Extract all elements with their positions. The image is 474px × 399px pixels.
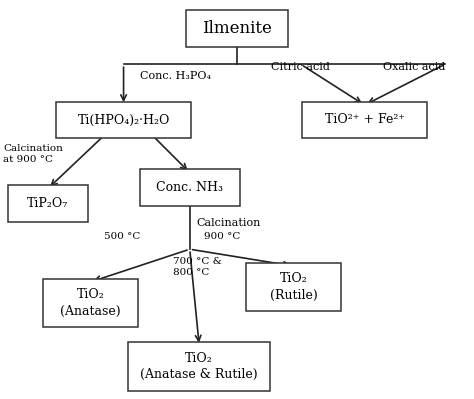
- FancyBboxPatch shape: [8, 186, 88, 221]
- FancyBboxPatch shape: [246, 263, 341, 311]
- Text: 900 °C: 900 °C: [204, 232, 240, 241]
- FancyBboxPatch shape: [140, 170, 239, 205]
- Text: TiO₂
(Rutile): TiO₂ (Rutile): [270, 272, 318, 302]
- Text: Conc. NH₃: Conc. NH₃: [156, 181, 223, 194]
- Text: TiO₂
(Anatase): TiO₂ (Anatase): [60, 288, 121, 318]
- Text: Oxalic acid: Oxalic acid: [383, 62, 445, 72]
- Text: Citric acid: Citric acid: [271, 62, 330, 72]
- Text: TiP₂O₇: TiP₂O₇: [27, 197, 69, 210]
- Text: Conc. H₃PO₄: Conc. H₃PO₄: [140, 71, 211, 81]
- FancyBboxPatch shape: [128, 342, 270, 391]
- FancyBboxPatch shape: [43, 279, 138, 327]
- Text: Calcination
at 900 °C: Calcination at 900 °C: [3, 144, 63, 164]
- Text: Ilmenite: Ilmenite: [202, 20, 272, 37]
- Text: Ti(HPO₄)₂·H₂O: Ti(HPO₄)₂·H₂O: [77, 113, 170, 126]
- Text: TiO²⁺ + Fe²⁺: TiO²⁺ + Fe²⁺: [325, 113, 405, 126]
- FancyBboxPatch shape: [186, 10, 288, 47]
- Text: Calcination: Calcination: [197, 218, 261, 228]
- Text: TiO₂
(Anatase & Rutile): TiO₂ (Anatase & Rutile): [140, 352, 258, 381]
- FancyBboxPatch shape: [302, 102, 428, 138]
- FancyBboxPatch shape: [56, 102, 191, 138]
- Text: 500 °C: 500 °C: [104, 232, 140, 241]
- Text: 700 °C &
800 °C: 700 °C & 800 °C: [173, 257, 222, 277]
